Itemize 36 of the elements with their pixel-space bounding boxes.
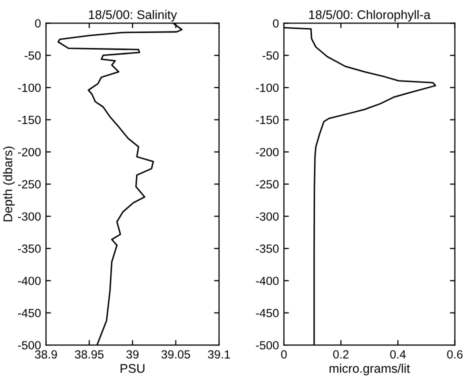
y-axis-title: Depth (dbars): [3, 146, 15, 222]
y-tick-label: -500: [18, 341, 41, 350]
y-tick-label: -500: [256, 341, 279, 350]
y-tick-label: -250: [18, 180, 41, 189]
x-tick-label: 0: [281, 350, 287, 359]
y-tick-label: 0: [35, 19, 41, 28]
y-tick-label: -200: [18, 148, 41, 156]
y-tick-label: -300: [256, 212, 279, 221]
chart-title: 18/5/00: Chlorophyll-a: [309, 10, 431, 22]
x-tick-label: 39.1: [208, 350, 230, 359]
x-tick-label: 0.2: [333, 350, 349, 359]
y-tick-label: -400: [256, 276, 279, 286]
y-tick-label: -400: [18, 276, 41, 286]
chart-title: 18/5/00: Salinity: [88, 10, 177, 22]
y-tick-label: -100: [18, 84, 41, 92]
x-tick-label: 39.05: [161, 350, 190, 359]
x-tick-label: 0.6: [447, 350, 463, 359]
y-tick-label: -350: [256, 244, 279, 253]
y-tick-label: -50: [262, 51, 279, 60]
x-axis-title: PSU: [120, 364, 144, 373]
y-tick-label: -50: [24, 51, 41, 60]
x-tick-label: 0.4: [390, 350, 406, 359]
y-tick-label: -450: [18, 308, 41, 318]
y-tick-label: 0: [272, 19, 279, 28]
y-tick-label: -150: [256, 116, 279, 124]
x-tick-label: 38.95: [74, 350, 104, 359]
y-tick-label: -200: [256, 148, 279, 156]
y-tick-label: -350: [18, 244, 41, 253]
x-axis-title: micro.grams/lit: [330, 364, 410, 376]
x-tick-label: 38.9: [34, 350, 57, 359]
y-tick-label: -300: [18, 212, 41, 221]
y-tick-label: -450: [256, 308, 279, 318]
y-tick-label: -250: [256, 180, 279, 189]
x-tick-label: 39: [126, 350, 139, 359]
y-tick-label: -100: [256, 84, 279, 92]
y-tick-label: -150: [18, 116, 41, 124]
